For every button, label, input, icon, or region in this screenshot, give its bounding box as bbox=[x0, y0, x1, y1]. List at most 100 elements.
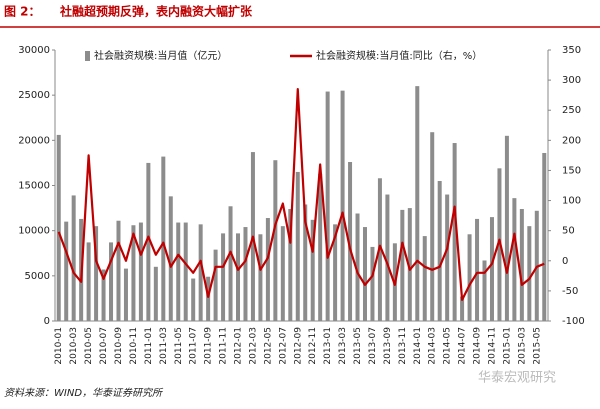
y2-tick-label: 150 bbox=[562, 165, 581, 176]
x-tick-label: 2012-03 bbox=[248, 327, 258, 365]
x-tick-label: 2015-01 bbox=[502, 327, 512, 365]
bar bbox=[415, 86, 420, 321]
bar bbox=[400, 209, 405, 321]
bar bbox=[176, 222, 181, 321]
x-tick-label: 2011-05 bbox=[174, 327, 184, 365]
bar bbox=[236, 233, 241, 321]
y2-tick-label: 200 bbox=[562, 135, 581, 146]
bar bbox=[71, 195, 76, 321]
bar bbox=[64, 221, 69, 321]
bar bbox=[131, 225, 136, 321]
watermark: 华泰宏观研究 bbox=[478, 371, 556, 386]
y2-tick-label: -50 bbox=[562, 286, 578, 297]
y2-tick-label: 0 bbox=[562, 256, 568, 267]
bar bbox=[116, 220, 121, 321]
y-tick-label: 10000 bbox=[18, 226, 50, 237]
bar bbox=[527, 226, 532, 321]
bar bbox=[512, 198, 517, 321]
legend-label: 社会融资规模:当月值（亿元） bbox=[94, 49, 227, 62]
bar bbox=[198, 224, 203, 321]
x-tick-label: 2012-09 bbox=[293, 327, 303, 365]
x-tick-label: 2010-01 bbox=[54, 327, 64, 365]
y2-tick-label: 50 bbox=[562, 226, 575, 237]
x-tick-label: 2011-01 bbox=[144, 327, 154, 365]
bar bbox=[460, 296, 465, 321]
y2-tick-label: 300 bbox=[562, 75, 581, 86]
y2-tick-label: 350 bbox=[562, 45, 581, 56]
bar bbox=[445, 194, 450, 321]
chart-title: 社融超预期反弹，表内融资大幅扩张 bbox=[59, 4, 253, 19]
bar bbox=[348, 162, 353, 321]
bar bbox=[161, 156, 166, 321]
bar bbox=[340, 90, 345, 322]
x-tick-label: 2014-01 bbox=[413, 327, 423, 365]
x-tick-label: 2010-09 bbox=[114, 327, 124, 365]
bar bbox=[370, 246, 375, 321]
y2-tick-label: 250 bbox=[562, 105, 581, 116]
bar bbox=[101, 269, 106, 321]
bar bbox=[213, 249, 218, 321]
x-tick-label: 2010-07 bbox=[99, 327, 109, 365]
bar bbox=[362, 227, 367, 321]
figure-number: 图 2： bbox=[4, 5, 41, 19]
x-tick-label: 2014-03 bbox=[428, 327, 438, 365]
bar bbox=[288, 208, 293, 321]
bar bbox=[94, 226, 99, 321]
bar bbox=[265, 218, 270, 321]
bar bbox=[146, 162, 151, 321]
bar bbox=[318, 173, 323, 321]
bar bbox=[153, 266, 158, 321]
bar bbox=[56, 134, 61, 321]
bar bbox=[86, 242, 91, 321]
bar bbox=[303, 204, 308, 321]
bar bbox=[191, 278, 196, 321]
bar bbox=[243, 227, 248, 321]
x-tick-label: 2010-11 bbox=[129, 327, 139, 365]
x-tick-label: 2015-05 bbox=[532, 327, 542, 365]
bar bbox=[407, 208, 412, 321]
x-tick-label: 2015-03 bbox=[517, 327, 527, 365]
bar bbox=[542, 152, 547, 321]
bar bbox=[385, 194, 390, 321]
y-tick-label: 15000 bbox=[18, 181, 50, 192]
bar bbox=[138, 222, 143, 321]
x-tick-label: 2010-05 bbox=[84, 327, 94, 365]
y2-tick-label: -100 bbox=[562, 316, 585, 327]
bar bbox=[206, 276, 211, 321]
bar bbox=[355, 213, 360, 321]
bar bbox=[482, 260, 487, 321]
x-tick-label: 2014-05 bbox=[443, 327, 453, 365]
x-tick-label: 2013-03 bbox=[338, 327, 348, 365]
bar bbox=[325, 91, 330, 321]
x-tick-label: 2010-03 bbox=[69, 327, 79, 365]
source: 资料来源：WIND，华泰证券研究所 bbox=[4, 387, 164, 399]
bar bbox=[333, 224, 338, 321]
bar bbox=[273, 160, 278, 321]
bar bbox=[280, 226, 285, 321]
y-tick-label: 25000 bbox=[18, 90, 50, 101]
bar bbox=[467, 234, 472, 321]
x-tick-label: 2014-07 bbox=[458, 327, 468, 365]
x-tick-label: 2011-07 bbox=[189, 327, 199, 365]
x-tick-label: 2011-11 bbox=[219, 327, 229, 365]
bar bbox=[109, 242, 114, 321]
y-tick-label: 30000 bbox=[18, 45, 50, 56]
bar bbox=[123, 268, 128, 321]
line bbox=[57, 88, 545, 302]
legend-label: 社会融资规模:当月值:同比（右，%） bbox=[316, 49, 482, 62]
x-tick-label: 2012-11 bbox=[308, 327, 318, 365]
x-tick-label: 2012-07 bbox=[278, 327, 288, 365]
bar bbox=[475, 218, 480, 321]
x-tick-label: 2014-09 bbox=[473, 327, 483, 365]
bar bbox=[310, 219, 315, 321]
bar bbox=[504, 135, 509, 321]
x-tick-label: 2012-01 bbox=[234, 327, 244, 365]
y-tick-label: 0 bbox=[44, 316, 50, 327]
legend-swatch bbox=[85, 51, 90, 61]
x-tick-label: 2013-09 bbox=[383, 327, 393, 365]
bar bbox=[228, 206, 233, 321]
x-tick-label: 2011-03 bbox=[159, 327, 169, 365]
x-tick-label: 2014-11 bbox=[487, 327, 497, 365]
bar bbox=[452, 143, 457, 321]
